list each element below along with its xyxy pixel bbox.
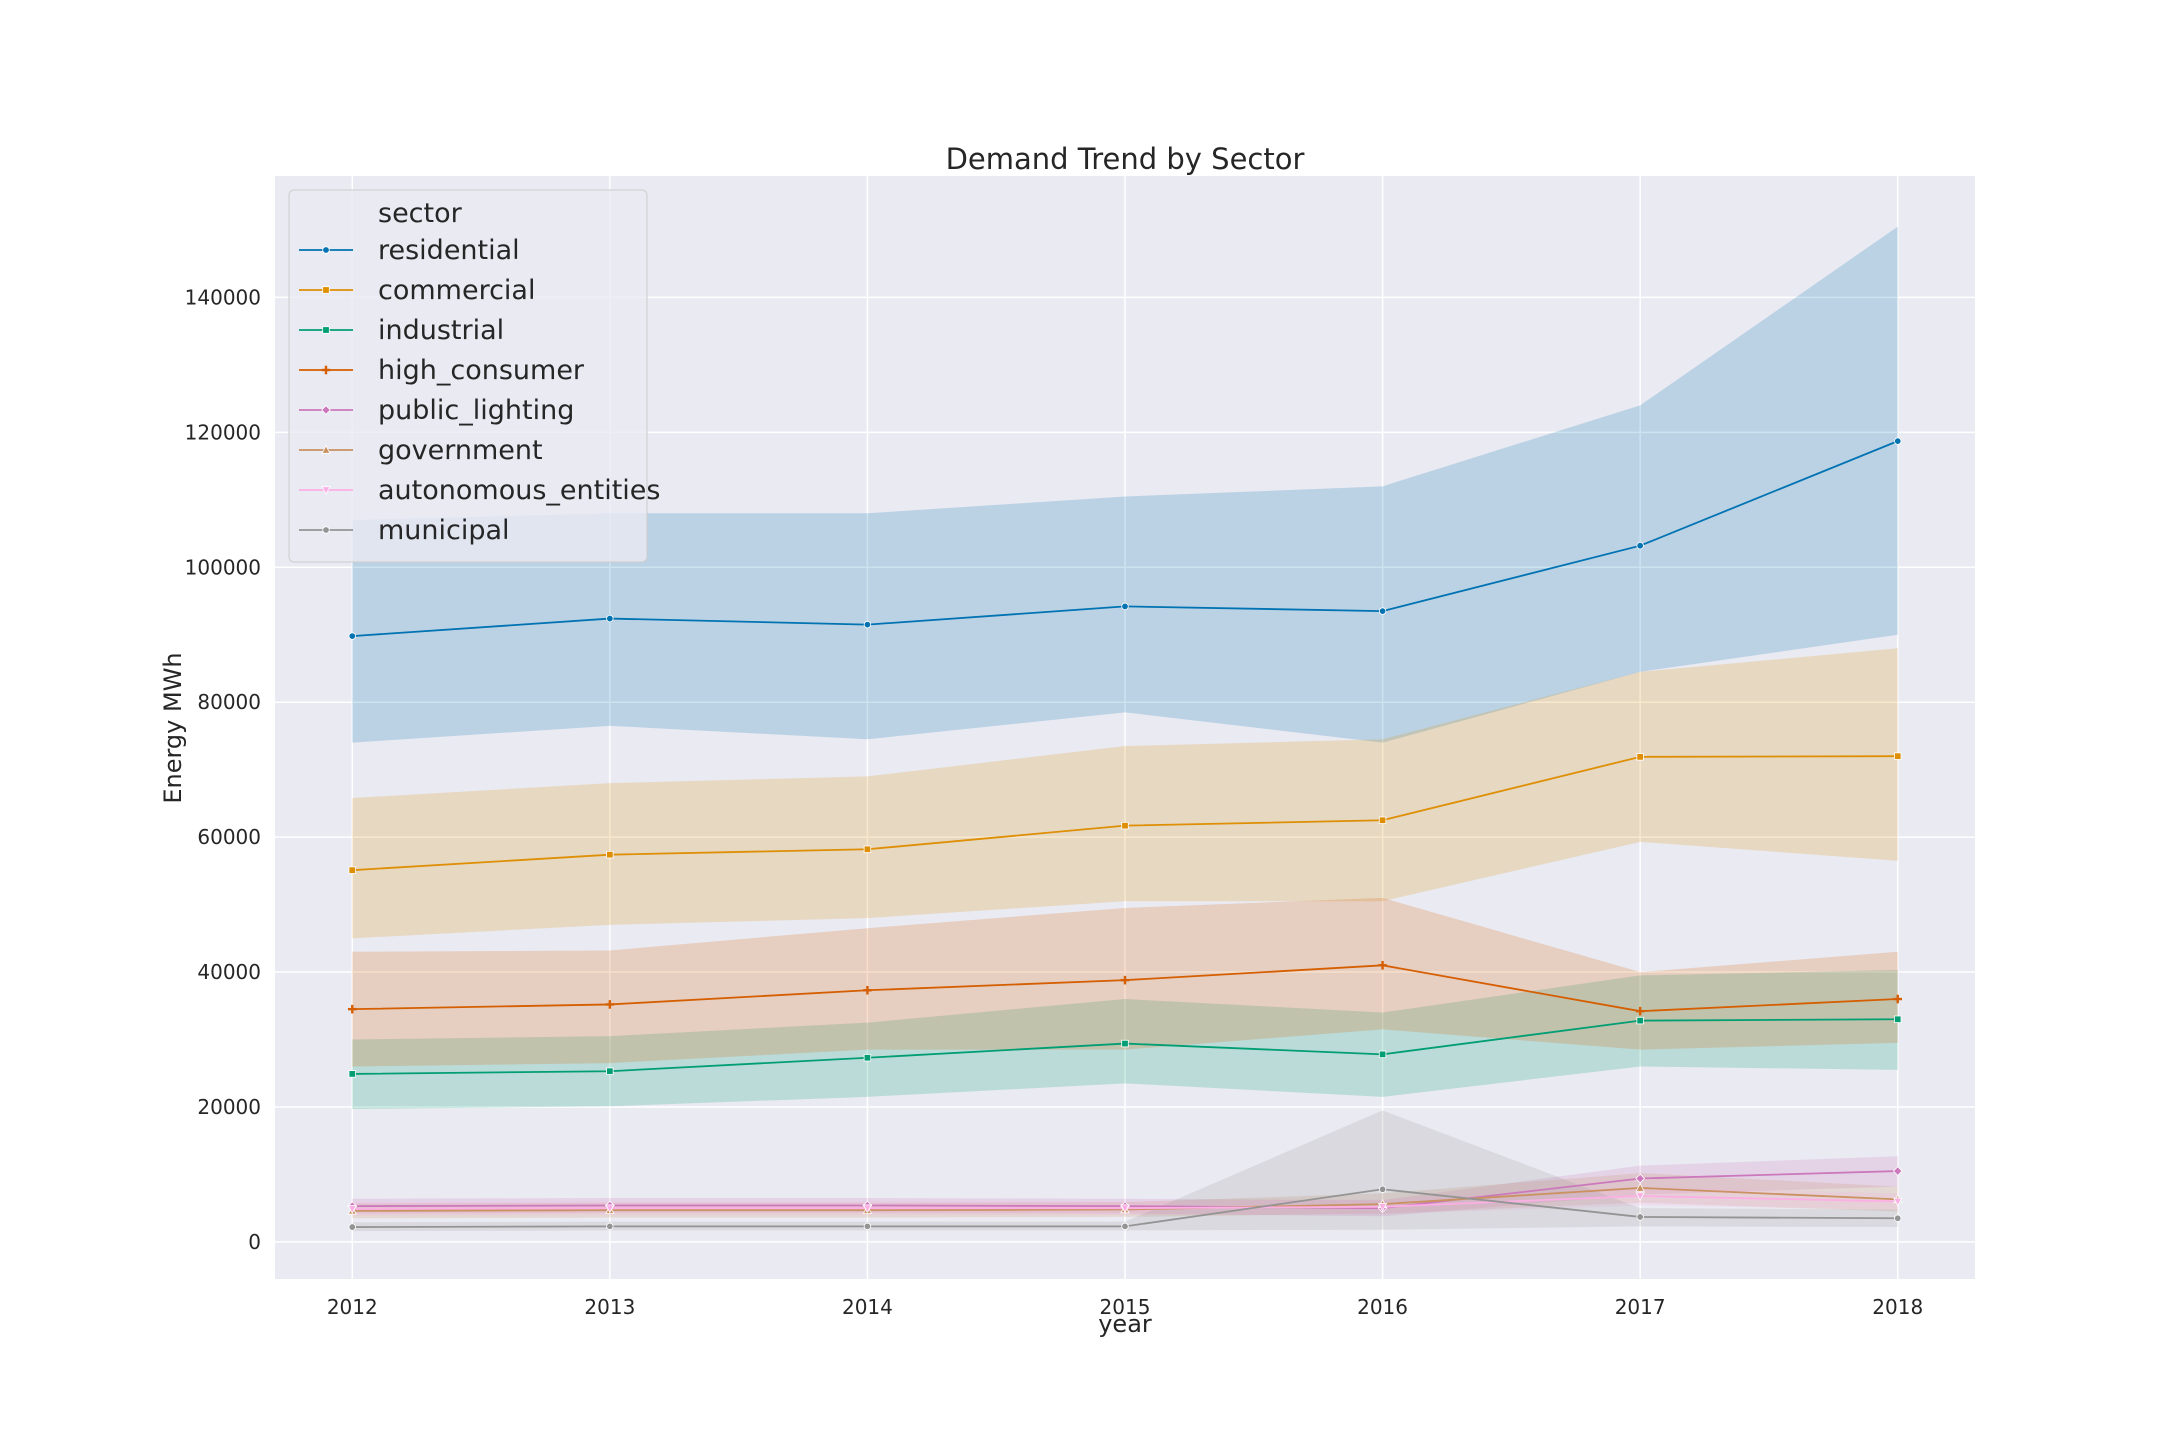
point-commercial bbox=[1636, 753, 1644, 761]
legend-marker bbox=[321, 444, 331, 454]
legend-marker bbox=[322, 526, 330, 534]
y-tick-label: 0 bbox=[248, 1230, 261, 1254]
point-commercial bbox=[348, 866, 356, 874]
point-residential bbox=[606, 614, 614, 623]
point-high_consumer bbox=[1893, 994, 1903, 1004]
point-high_consumer bbox=[1635, 1006, 1645, 1016]
x-tick-label: 2017 bbox=[1615, 1295, 1666, 1319]
point-autonomous_entities bbox=[347, 1205, 357, 1214]
point-industrial bbox=[863, 1054, 872, 1062]
point-residential bbox=[348, 632, 356, 640]
point-high_consumer bbox=[1120, 975, 1130, 985]
legend-label: municipal bbox=[378, 515, 510, 546]
point-municipal bbox=[863, 1222, 872, 1231]
legend-label: public_lighting bbox=[378, 395, 574, 426]
point-industrial bbox=[1121, 1039, 1129, 1048]
x-tick-label: 2018 bbox=[1872, 1295, 1923, 1319]
legend-marker bbox=[322, 246, 330, 254]
point-high_consumer bbox=[605, 1000, 615, 1009]
legend-title: sector bbox=[378, 198, 463, 229]
point-autonomous_entities bbox=[1377, 1203, 1388, 1212]
axis-ticks: 0 20000 40000 60000 80000 100000 120000 140000 2… bbox=[185, 285, 1924, 1319]
point-industrial bbox=[348, 1070, 356, 1078]
point-commercial bbox=[863, 845, 872, 853]
legend-entry-residential: residential bbox=[299, 235, 520, 266]
y-tick-label: 140000 bbox=[185, 285, 261, 309]
grid-lines bbox=[275, 176, 1975, 1279]
point-commercial bbox=[1378, 816, 1387, 824]
legend-marker bbox=[322, 326, 330, 334]
point-high_consumer bbox=[1378, 961, 1387, 970]
chart-title: Demand Trend by Sector bbox=[946, 142, 1305, 176]
legend-entry-commercial: commercial bbox=[299, 275, 535, 306]
legend-entry-high_consumer: high_consumer bbox=[299, 355, 585, 386]
point-autonomous_entities bbox=[862, 1204, 873, 1214]
point-commercial bbox=[1894, 752, 1902, 760]
y-tick-label: 80000 bbox=[197, 690, 261, 714]
point-residential bbox=[1636, 541, 1644, 550]
point-residential bbox=[863, 620, 872, 629]
point-public_lighting bbox=[1892, 1166, 1903, 1176]
point-government bbox=[1635, 1182, 1645, 1192]
point-high_consumer bbox=[863, 985, 872, 995]
band-residential bbox=[352, 226, 1898, 743]
point-municipal bbox=[1378, 1185, 1387, 1193]
y-tick-label: 100000 bbox=[185, 555, 261, 579]
x-tick-label: 2013 bbox=[584, 1295, 635, 1319]
point-commercial bbox=[606, 850, 614, 859]
legend-entry-autonomous_entities: autonomous_entities bbox=[299, 475, 660, 506]
point-industrial bbox=[606, 1067, 614, 1075]
legend-marker bbox=[321, 486, 331, 496]
point-commercial bbox=[1121, 821, 1129, 830]
legend-marker bbox=[322, 286, 330, 294]
y-tick-label: 60000 bbox=[197, 825, 261, 849]
point-autonomous_entities bbox=[1635, 1192, 1645, 1202]
point-residential bbox=[1378, 607, 1387, 615]
band-government bbox=[352, 1173, 1898, 1219]
y-tick-label: 40000 bbox=[197, 960, 261, 984]
point-municipal bbox=[1636, 1213, 1644, 1221]
legend-marker bbox=[321, 365, 331, 375]
point-industrial bbox=[1378, 1050, 1387, 1059]
series-markers bbox=[347, 437, 1903, 1231]
y-tick-label: 120000 bbox=[185, 420, 261, 444]
point-high_consumer bbox=[347, 1004, 357, 1014]
point-residential bbox=[1894, 437, 1902, 445]
point-municipal bbox=[1121, 1222, 1129, 1231]
legend-label: government bbox=[378, 435, 543, 466]
point-autonomous_entities bbox=[605, 1204, 615, 1214]
band-industrial bbox=[352, 970, 1898, 1109]
point-autonomous_entities bbox=[1893, 1197, 1903, 1207]
x-tick-label: 2014 bbox=[842, 1295, 893, 1319]
legend-frame bbox=[288, 189, 648, 563]
point-municipal bbox=[348, 1223, 356, 1231]
point-industrial bbox=[1636, 1016, 1644, 1025]
point-autonomous_entities bbox=[1120, 1204, 1130, 1214]
point-municipal bbox=[606, 1222, 614, 1231]
x-tick-label: 2016 bbox=[1357, 1295, 1408, 1319]
point-residential bbox=[1121, 602, 1129, 611]
y-tick-label: 20000 bbox=[197, 1095, 261, 1119]
legend: sector residential commercial industrial hi… bbox=[288, 189, 660, 563]
legend-label: industrial bbox=[378, 315, 504, 346]
legend-entry-public_lighting: public_lighting bbox=[299, 395, 574, 426]
legend-label: residential bbox=[378, 235, 520, 266]
legend-entry-industrial: industrial bbox=[299, 315, 504, 346]
x-axis-label: year bbox=[1098, 1310, 1152, 1338]
legend-entry-government: government bbox=[299, 435, 543, 466]
legend-entry-municipal: municipal bbox=[299, 515, 510, 546]
y-axis-label: Energy MWh bbox=[159, 652, 187, 803]
x-tick-label: 2012 bbox=[327, 1295, 378, 1319]
legend-label: autonomous_entities bbox=[378, 475, 660, 506]
legend-marker bbox=[321, 405, 331, 415]
legend-entries: residential commercial industrial high_cons… bbox=[299, 235, 660, 546]
legend-label: high_consumer bbox=[378, 355, 585, 386]
x-tick-label: 2015 bbox=[1100, 1295, 1151, 1319]
legend-label: commercial bbox=[378, 275, 535, 306]
point-municipal bbox=[1894, 1214, 1902, 1222]
band-commercial bbox=[352, 648, 1898, 939]
point-industrial bbox=[1894, 1015, 1902, 1023]
